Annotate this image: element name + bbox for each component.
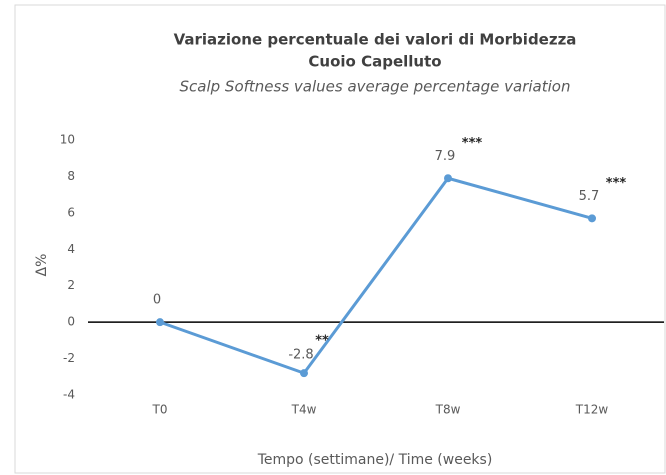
x-tick-label: T12w: [575, 403, 609, 417]
chart-title: Cuoio Capelluto: [308, 53, 441, 71]
y-tick-label: 0: [67, 315, 75, 329]
data-point: [300, 369, 308, 378]
data-label: 0: [153, 293, 161, 308]
series-line: [159, 176, 593, 375]
x-tick-label: T4w: [291, 403, 317, 417]
x-tick-label: T8w: [435, 403, 461, 417]
y-tick-label: -4: [63, 388, 75, 402]
chart-title: Variazione percentuale dei valori di Mor…: [174, 31, 577, 49]
annotation: ***: [462, 136, 483, 151]
data-point: [156, 318, 164, 327]
data-label: 7.9: [435, 149, 456, 164]
data-label: -2.8: [288, 348, 313, 363]
y-tick-label: 10: [60, 133, 75, 147]
x-axis-label: Tempo (settimane)/ Time (weeks): [257, 452, 493, 468]
data-point: [588, 214, 596, 223]
y-tick-label: 8: [67, 169, 75, 183]
y-tick-label: -2: [63, 351, 75, 365]
y-axis-label: Δ%: [34, 254, 50, 277]
y-tick-label: 6: [67, 205, 75, 219]
y-tick-label: 2: [67, 278, 75, 292]
data-label: 5.7: [579, 189, 600, 204]
y-tick-label: 4: [67, 242, 75, 256]
annotation: **: [315, 334, 329, 349]
chart-frame: [14, 4, 666, 474]
x-tick-label: T0: [152, 403, 168, 417]
data-point: [444, 174, 452, 183]
chart-subtitle: Scalp Softness values average percentage…: [180, 78, 571, 96]
annotation: ***: [606, 176, 627, 191]
